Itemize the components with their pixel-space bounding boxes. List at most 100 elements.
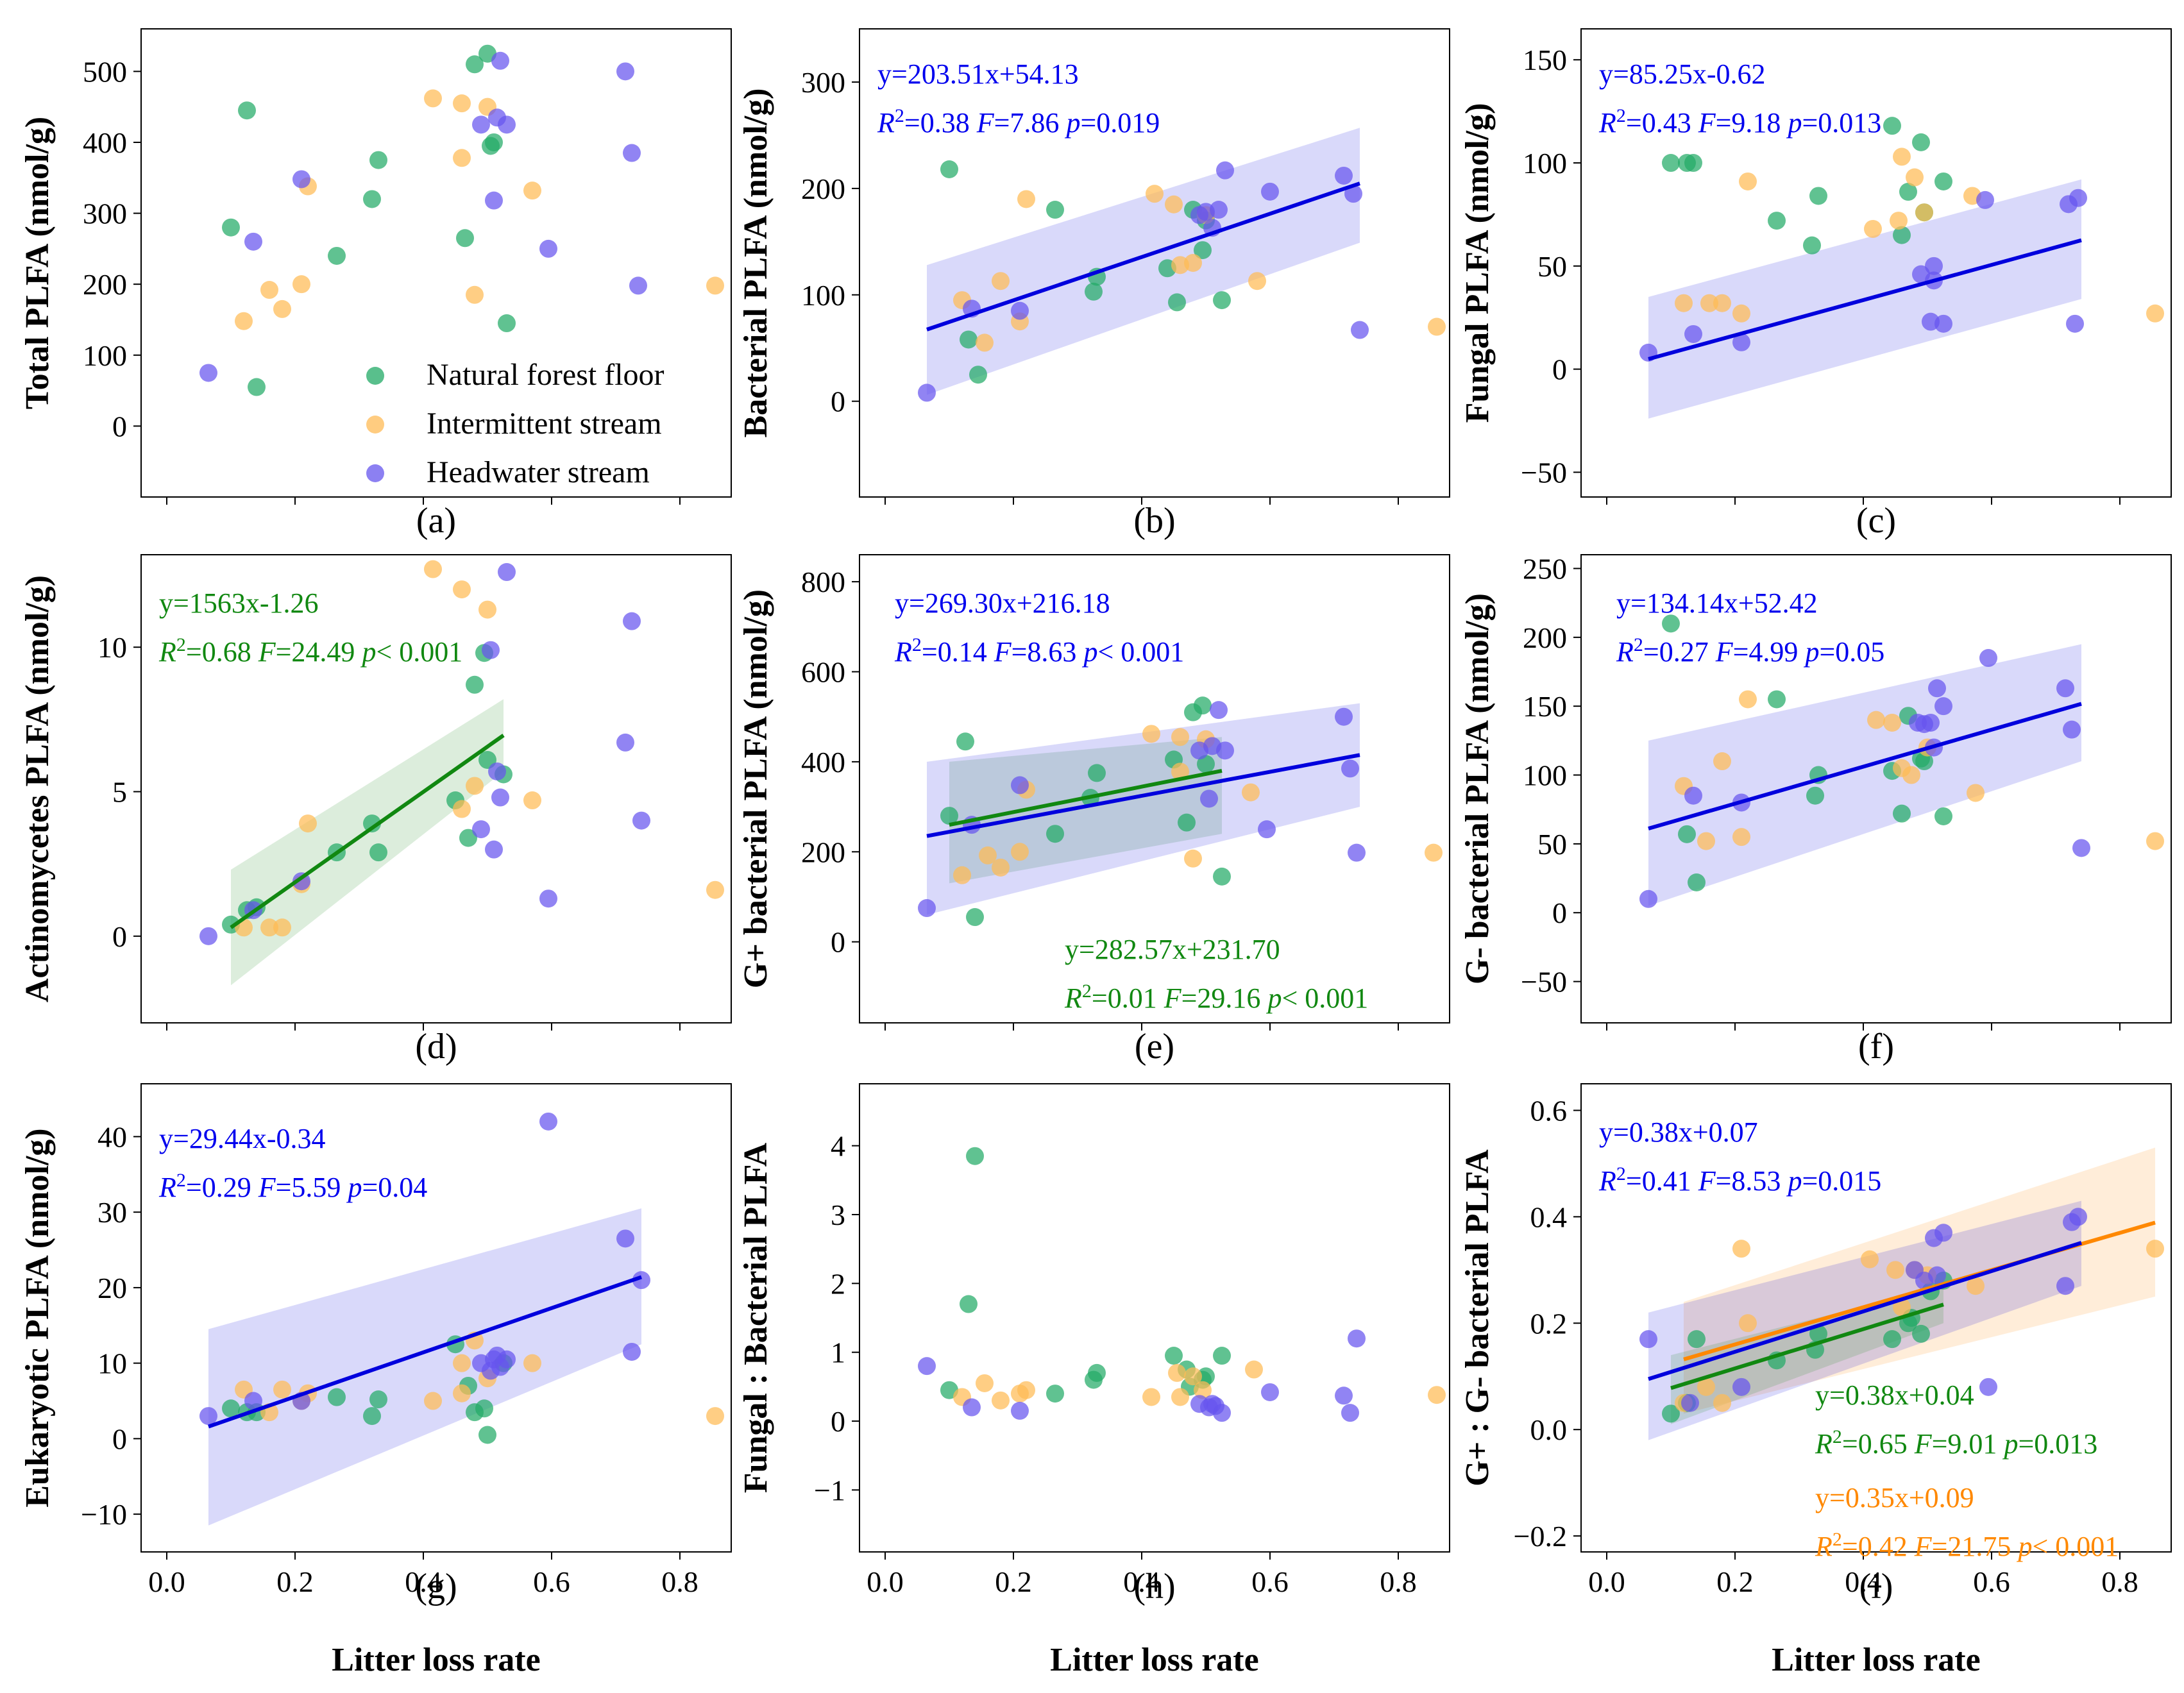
y-tick-label: 200 [801, 173, 845, 205]
data-point-intermittent-stream [992, 272, 1010, 291]
data-point-natural-forest-floor [456, 229, 474, 248]
data-point-intermittent-stream [2146, 304, 2164, 323]
y-tick-label: 10 [97, 1347, 127, 1380]
data-point-natural-forest-floor [940, 807, 958, 825]
y-tick-label: 0 [1552, 353, 1567, 386]
regression-stats: R2=0.42 F=21.75 p< 0.001 [1815, 1529, 2119, 1562]
y-tick-label: 50 [1537, 250, 1567, 283]
data-point-intermittent-stream [424, 1392, 442, 1410]
y-tick-label: 400 [801, 746, 845, 779]
data-point-intermittent-stream [1890, 212, 1908, 230]
data-point-natural-forest-floor [1197, 1367, 1215, 1386]
stats-part: F [1698, 107, 1716, 139]
data-point-natural-forest-floor [1194, 696, 1212, 715]
panel-b: 0 100 200 300 Bacterial PLFA (nmol/g) y=203.5… [738, 28, 1450, 541]
regression-line [926, 753, 1360, 838]
panel-letter: (h) [1133, 1567, 1175, 1606]
data-point-headwater-stream [1925, 257, 1943, 275]
data-point-headwater-stream [1928, 679, 1946, 698]
stats-part: R [1598, 1165, 1616, 1197]
x-tick-label: 0.2 [1716, 1565, 1754, 1598]
plot-frame [1580, 28, 2172, 498]
data-point-headwater-stream [1210, 701, 1228, 720]
data-point-headwater-stream [498, 115, 516, 134]
data-point-headwater-stream [1213, 1404, 1231, 1422]
data-point-intermittent-stream [976, 333, 994, 352]
data-point-intermittent-stream [466, 285, 484, 304]
data-point-intermittent-stream [1425, 843, 1443, 862]
stats-part: 2 [1634, 634, 1643, 655]
stats-part: =0.38 [904, 107, 977, 139]
regression-line [208, 1275, 642, 1429]
legend: Natural forest floor Intermittent stream H… [366, 358, 665, 489]
stats-part: =8.53 [1716, 1165, 1788, 1197]
data-point-natural-forest-floor [248, 378, 266, 396]
data-point-intermittent-stream [1700, 294, 1718, 312]
data-point-headwater-stream [1335, 1386, 1353, 1405]
data-point-natural-forest-floor [1915, 752, 1933, 771]
panel-letter: (c) [1856, 501, 1896, 541]
stats-part: =0.013 [1802, 107, 1881, 139]
y-tick-label: 0 [112, 920, 127, 953]
data-point-intermittent-stream [1867, 711, 1885, 729]
data-point-intermittent-stream [424, 89, 442, 108]
stats-part: p [1803, 636, 1819, 668]
data-point-intermittent-stream [1428, 1386, 1446, 1404]
data-point-natural-forest-floor [960, 1295, 978, 1313]
data-point-intermittent-stream [292, 275, 310, 294]
regression-line [230, 734, 505, 929]
data-point-intermittent-stream [1967, 1277, 1985, 1295]
data-point-headwater-stream [199, 927, 217, 945]
data-point-natural-forest-floor [1662, 614, 1680, 633]
data-point-natural-forest-floor [369, 151, 387, 169]
data-point-headwater-stream [1639, 1330, 1657, 1349]
data-point-natural-forest-floor [466, 675, 484, 694]
stats-part: =9.01 [1932, 1428, 2004, 1460]
y-tick-label: 200 [83, 268, 127, 301]
data-point-natural-forest-floor [1934, 172, 1952, 190]
data-point-headwater-stream [1928, 1266, 1946, 1284]
panel-letter: (a) [416, 501, 456, 541]
stats-part: p [2016, 1531, 2032, 1562]
data-point-headwater-stream [1684, 786, 1702, 805]
data-point-intermittent-stream [523, 791, 541, 810]
regression-line [1648, 702, 2082, 830]
stats-part: R [1616, 636, 1634, 668]
data-point-natural-forest-floor [1046, 201, 1064, 219]
data-point-intermittent-stream [1864, 219, 1882, 238]
data-point-headwater-stream [539, 1112, 557, 1131]
y-tick-label: 50 [1537, 828, 1567, 861]
data-point-natural-forest-floor [1803, 236, 1821, 255]
data-point-headwater-stream [491, 51, 509, 70]
stats-part: F [1698, 1165, 1716, 1197]
data-point-headwater-stream [918, 383, 936, 402]
data-point-headwater-stream [292, 170, 310, 189]
data-point-intermittent-stream [235, 312, 253, 330]
panel-f: −50 0 50 100 150 200 250 G- bacterial PLFA (nmo… [1459, 552, 2172, 1066]
stats-part: F [1914, 1531, 1933, 1562]
data-point-headwater-stream [1335, 707, 1353, 726]
data-point-intermittent-stream [2146, 832, 2164, 850]
data-point-intermittent-stream [1675, 294, 1693, 312]
plot-frame [140, 28, 732, 498]
data-point-intermittent-stream [260, 281, 278, 299]
data-point-headwater-stream [1210, 201, 1228, 219]
panel-d: 0 5 10 Actinomycetes PLFA (nmol/g) y=1563x-1… [19, 554, 732, 1066]
stats-part: =8.63 [1012, 636, 1084, 668]
data-point-intermittent-stream [1017, 1381, 1035, 1399]
data-point-headwater-stream [616, 1229, 634, 1248]
data-point-headwater-stream [1732, 333, 1750, 351]
data-point-intermittent-stream [1242, 783, 1260, 802]
data-point-intermittent-stream [1017, 190, 1035, 208]
data-point-intermittent-stream [1171, 728, 1189, 746]
x-tick-label: 0.4 [405, 1565, 442, 1598]
stats-part: p [360, 636, 376, 668]
stats-part: =29.16 [1181, 982, 1268, 1014]
data-point-intermittent-stream [1739, 690, 1757, 709]
y-tick-label: 100 [1523, 147, 1567, 180]
regression-line [949, 768, 1223, 827]
stats-part: R [877, 107, 895, 139]
stats-part: R [1064, 982, 1082, 1014]
regression-stats: R2=0.38 F=7.86 p=0.019 [877, 105, 1160, 139]
data-point-headwater-stream [1341, 1404, 1359, 1422]
